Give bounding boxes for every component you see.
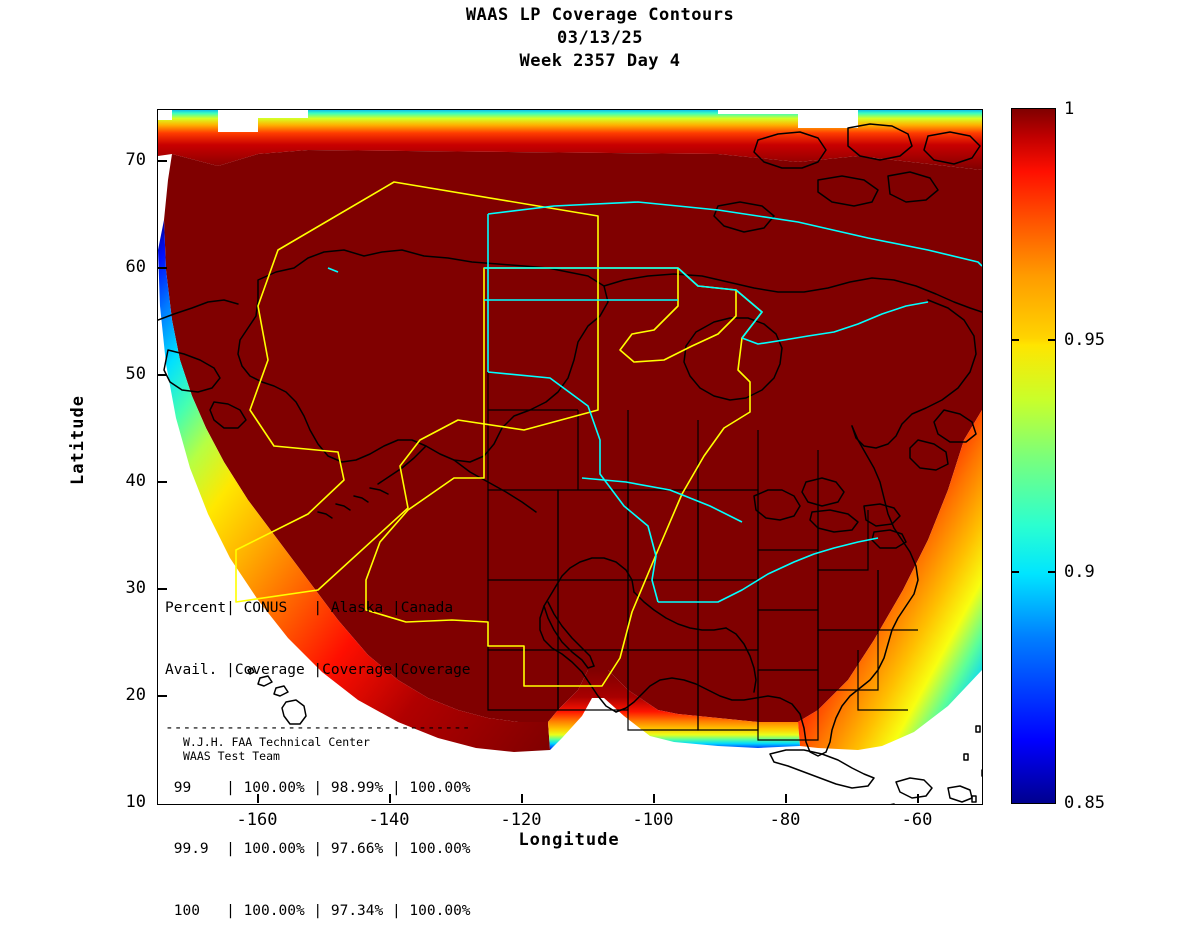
chart-title-block: WAAS LP Coverage Contours 03/13/25 Week … (0, 4, 1200, 73)
coverage-field (158, 110, 982, 752)
coverage-edge-southeast (798, 410, 982, 750)
coverage-edge-north (158, 110, 982, 170)
y-tick-70 (158, 160, 167, 162)
colorbar-tick-0-95-left (1011, 339, 1019, 341)
x-tick-neg140 (389, 794, 391, 803)
colorbar-label-0-9: 0.9 (1064, 562, 1095, 582)
title-line-1: WAAS LP Coverage Contours (465, 5, 735, 25)
credit-block: W.J.H. FAA Technical Center WAAS Test Te… (183, 735, 370, 763)
y-tick-40 (158, 481, 167, 483)
y-tick-label-50: 50 (125, 364, 146, 384)
title-line-3: Week 2357 Day 4 (519, 51, 681, 71)
y-tick-30 (158, 588, 167, 590)
x-axis-title: Longitude (518, 830, 620, 850)
colorbar-tick-0-9-right (1048, 571, 1056, 573)
colorbar-legend[interactable] (1011, 108, 1056, 804)
x-tick-neg80 (785, 794, 787, 803)
us-state-borders (487, 360, 918, 741)
y-tick-label-70: 70 (125, 150, 146, 170)
colorbar-label-0-95: 0.95 (1064, 330, 1105, 350)
y-tick-label-10: 10 (125, 792, 146, 812)
coverage-contour-map (158, 110, 982, 804)
coverage-edge-northwest (158, 220, 550, 752)
x-tick-neg100 (653, 794, 655, 803)
colorbar-tick-0-95-right (1048, 339, 1056, 341)
coverage-core (164, 150, 982, 722)
x-tick-label-neg80: -80 (769, 810, 801, 830)
map-plot-area[interactable] (157, 109, 983, 805)
stats-header-row-2: Avail. |Coverage |Coverage|Coverage (165, 661, 471, 678)
x-tick-label-neg100: -100 (632, 810, 674, 830)
y-axis-title: Latitude (68, 395, 88, 485)
credit-line-1: W.J.H. FAA Technical Center (183, 735, 370, 749)
stats-separator: ----------------------------------- (165, 720, 471, 736)
canada-service-boundary (327, 201, 982, 603)
y-tick-label-40: 40 (125, 471, 146, 491)
colorbar-label-1: 1 (1064, 99, 1075, 119)
stats-row-99-9: 99.9 | 100.00% | 97.66% | 100.00% (165, 841, 471, 857)
x-tick-neg120 (521, 794, 523, 803)
x-tick-label-neg120: -120 (500, 810, 542, 830)
y-tick-label-20: 20 (125, 685, 146, 705)
colorbar-label-0-85: 0.85 (1064, 793, 1105, 813)
y-tick-20 (158, 695, 167, 697)
stats-row-99: 99 | 100.00% | 98.99% | 100.00% (165, 779, 471, 796)
stats-row-100: 100 | 100.00% | 97.34% | 100.00% (165, 902, 471, 919)
credit-line-2: WAAS Test Team (183, 749, 280, 763)
coastlines (158, 123, 982, 804)
y-tick-label-60: 60 (125, 257, 146, 277)
y-tick-50 (158, 374, 167, 376)
x-tick-neg160 (257, 794, 259, 803)
colorbar-gradient[interactable] (1011, 108, 1056, 804)
title-line-2: 03/13/25 (557, 28, 643, 48)
x-tick-neg60 (917, 794, 919, 803)
y-tick-label-30: 30 (125, 578, 146, 598)
x-tick-label-neg60: -60 (901, 810, 933, 830)
stats-header-row-1: Percent| CONUS | Alaska |Canada (165, 600, 471, 616)
x-tick-label-neg140: -140 (368, 810, 410, 830)
colorbar-tick-0-9-left (1011, 571, 1019, 573)
y-tick-60 (158, 267, 167, 269)
x-tick-label-neg160: -160 (236, 810, 278, 830)
